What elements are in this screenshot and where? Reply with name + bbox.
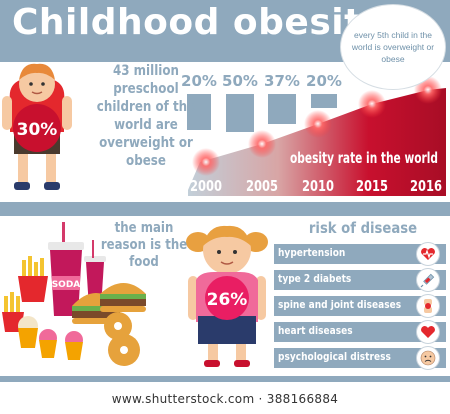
year-label: 2015 <box>356 177 388 195</box>
info-bubble: every 5th child in the world is overweig… <box>340 4 446 90</box>
risk-item-spine-joint: spine and joint diseases <box>274 294 446 318</box>
risk-label: psychological distress <box>278 351 391 363</box>
bubble-text: every 5th child in the world is overweig… <box>351 30 435 64</box>
boy-illustration: 30% <box>2 63 72 190</box>
page-title: Childhood obesity <box>12 2 386 43</box>
risk-title: risk of disease <box>308 219 418 237</box>
year-label: 2000 <box>190 177 222 195</box>
data-point <box>358 90 386 118</box>
chart-title: obesity rate in the world <box>290 149 438 167</box>
risk-item-hypertension: hypertension <box>274 242 446 266</box>
risk-item-psychological: psychological distress <box>274 346 446 370</box>
donut-icon <box>104 312 140 366</box>
data-point <box>304 110 332 138</box>
burger-icon <box>72 283 146 324</box>
change-label: 20% <box>181 72 217 90</box>
footer <box>0 382 450 414</box>
obesity-rate-area <box>188 88 446 196</box>
boy-badge-text: 30% <box>17 120 58 140</box>
risk-list: hypertension type 2 diabets spine and jo… <box>274 242 446 374</box>
change-bar <box>226 94 254 132</box>
sad-face-icon <box>416 346 440 370</box>
risk-label: spine and joint diseases <box>278 299 402 311</box>
change-bar <box>268 94 296 124</box>
boy-badge <box>13 104 61 152</box>
soda-label: SODA <box>52 280 81 290</box>
risk-label: heart diseases <box>278 325 353 337</box>
girl-badge <box>205 276 249 320</box>
change-bar <box>311 94 337 108</box>
change-label: 50% <box>222 72 258 90</box>
data-point <box>192 148 220 176</box>
cupcake-icon <box>18 316 83 360</box>
main-reason-text: the main reason is the food <box>100 220 188 270</box>
preschool-stat: 43 million preschool children of the wor… <box>96 63 196 169</box>
year-label: 2005 <box>246 177 278 195</box>
joint-icon <box>416 294 440 318</box>
change-bar <box>187 94 211 130</box>
year-label: 2010 <box>302 177 334 195</box>
girl-badge-text: 26% <box>207 290 248 310</box>
risk-item-heart: heart diseases <box>274 320 446 344</box>
syringe-icon <box>416 268 440 292</box>
divider-band <box>0 202 450 216</box>
year-label: 2016 <box>410 177 442 195</box>
change-label: 37% <box>264 72 300 90</box>
risk-label: type 2 diabets <box>278 273 352 285</box>
data-point <box>248 130 276 158</box>
heart-monitor-icon <box>416 242 440 266</box>
risk-item-diabetes: type 2 diabets <box>274 268 446 292</box>
watermark: www.shutterstock.com · 388166884 <box>111 392 339 406</box>
risk-label: hypertension <box>278 247 346 259</box>
girl-illustration: 26% <box>186 225 268 367</box>
food-and-girl-illustration: SODA <box>2 222 268 367</box>
bottom-band <box>0 376 450 382</box>
heart-icon <box>416 320 440 344</box>
change-label: 20% <box>306 72 342 90</box>
obesity-chart: 30% 20% 50% 37% 20% obesity rate in the … <box>2 63 446 196</box>
